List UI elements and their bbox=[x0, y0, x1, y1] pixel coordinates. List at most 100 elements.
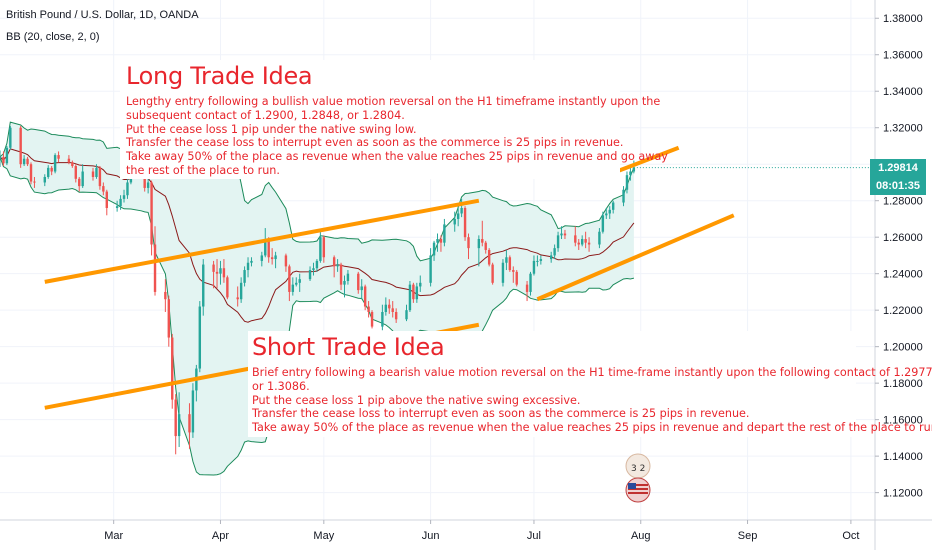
candle-body bbox=[477, 239, 481, 249]
candle-body bbox=[632, 167, 636, 172]
candle-body bbox=[119, 198, 122, 207]
candle-body bbox=[453, 218, 456, 225]
candle-body bbox=[67, 158, 71, 163]
candle-body bbox=[463, 208, 467, 238]
candle-body bbox=[339, 264, 343, 285]
candle-body bbox=[529, 273, 532, 292]
candle-body bbox=[505, 257, 508, 263]
candle-body bbox=[346, 273, 350, 281]
candle-body bbox=[357, 273, 360, 291]
candle-body bbox=[188, 414, 191, 433]
candle-body bbox=[98, 167, 102, 187]
long-idea-line: subsequent contact of 1.2900, 1.2848, or… bbox=[126, 108, 405, 122]
candle-body bbox=[26, 158, 29, 165]
price-tick-label: 1.12000 bbox=[883, 488, 923, 500]
candle-body bbox=[0, 156, 2, 159]
candle-body bbox=[587, 242, 591, 245]
candle-body bbox=[622, 189, 625, 203]
candle-body bbox=[291, 284, 295, 292]
price-tick-label: 1.22000 bbox=[883, 305, 923, 317]
candle-body bbox=[515, 271, 518, 285]
candle-body bbox=[549, 255, 553, 260]
candle-body bbox=[336, 264, 339, 267]
flag-logo: 3 2 bbox=[625, 453, 651, 503]
candle-body bbox=[419, 282, 422, 287]
candle-body bbox=[50, 167, 53, 172]
long-idea-line: Put the cease loss 1 pip under the nativ… bbox=[126, 122, 417, 136]
candle-body bbox=[19, 127, 22, 165]
candle-body bbox=[412, 284, 415, 300]
candle-body bbox=[332, 257, 336, 267]
candle-body bbox=[525, 284, 529, 292]
long-trade-idea: Long Trade Idea Lengthy entry following … bbox=[120, 60, 668, 180]
candle-body bbox=[53, 155, 57, 172]
short-idea-line: Put the cease loss 1 pip above the nativ… bbox=[252, 393, 581, 407]
long-idea-title: Long Trade Idea bbox=[126, 62, 313, 90]
long-idea-line: Take away 50% of the place as revenue wh… bbox=[126, 149, 668, 163]
candle-body bbox=[481, 239, 484, 243]
candle-body bbox=[153, 244, 157, 292]
candle-body bbox=[198, 306, 202, 369]
price-tick-label: 1.38000 bbox=[883, 13, 923, 25]
candle-body bbox=[122, 195, 126, 199]
candle-body bbox=[436, 239, 439, 243]
candle-body bbox=[512, 270, 515, 272]
candle-body bbox=[312, 268, 315, 271]
time-tick-label: Apr bbox=[212, 530, 229, 542]
price-tick-label: 1.36000 bbox=[883, 50, 923, 62]
time-tick-label: Jun bbox=[422, 530, 440, 542]
candle-body bbox=[484, 242, 487, 250]
candle-body bbox=[167, 299, 171, 338]
candle-body bbox=[343, 280, 346, 285]
candle-body bbox=[322, 237, 326, 258]
candle-body bbox=[177, 414, 181, 437]
candle-body bbox=[605, 213, 608, 216]
candle-body bbox=[212, 264, 215, 272]
candle-body bbox=[246, 262, 250, 271]
price-tick-label: 1.26000 bbox=[883, 232, 923, 244]
price-tick-label: 1.34000 bbox=[883, 86, 923, 98]
candle-body bbox=[267, 240, 270, 258]
candle-body bbox=[415, 286, 419, 300]
candle-body bbox=[215, 271, 219, 274]
candle-body bbox=[22, 158, 26, 165]
candle-body bbox=[219, 268, 222, 274]
indicator-legend[interactable]: BB (20, close, 2, 0) bbox=[6, 31, 100, 43]
candle-body bbox=[81, 171, 84, 187]
candle-body bbox=[532, 260, 536, 274]
lower-band bbox=[0, 156, 635, 476]
candle-body bbox=[439, 239, 443, 243]
candle-body bbox=[539, 259, 543, 261]
candle-body bbox=[226, 277, 229, 298]
candle-body bbox=[460, 208, 463, 214]
price-tick-label: 1.20000 bbox=[883, 342, 923, 354]
candle-body bbox=[146, 182, 150, 188]
candle-body bbox=[491, 264, 494, 283]
short-trade-idea: Short Trade Idea Brief entry following a… bbox=[248, 331, 932, 437]
time-axis[interactable]: Mar Apr May Jun Jul Aug Sep Oct bbox=[0, 519, 932, 542]
candle-body bbox=[553, 248, 556, 256]
candle-body bbox=[319, 237, 322, 261]
short-idea-line: Brief entry following a bearish value mo… bbox=[252, 366, 932, 380]
candle-body bbox=[243, 270, 246, 283]
candle-body bbox=[91, 171, 95, 177]
candle-body bbox=[456, 213, 460, 219]
candle-body bbox=[115, 206, 119, 208]
candle-body bbox=[78, 178, 81, 187]
candle-body bbox=[295, 282, 298, 285]
symbol-title[interactable]: British Pound / U.S. Dollar, 1D, OANDA bbox=[6, 9, 199, 21]
candle-body bbox=[577, 242, 580, 245]
candle-body bbox=[432, 242, 436, 256]
candle-body bbox=[33, 181, 36, 183]
candle-body bbox=[384, 304, 388, 312]
price-tick-label: 1.18000 bbox=[883, 378, 923, 390]
candle-body bbox=[629, 171, 632, 176]
candle-body bbox=[298, 279, 301, 283]
candle-body bbox=[560, 233, 563, 236]
candle-body bbox=[360, 286, 363, 291]
candle-body bbox=[260, 255, 264, 261]
candle-body bbox=[405, 310, 408, 320]
price-axis[interactable]: 1.380001.360001.340001.320001.300001.280… bbox=[874, 0, 932, 550]
candle-body bbox=[601, 215, 605, 232]
